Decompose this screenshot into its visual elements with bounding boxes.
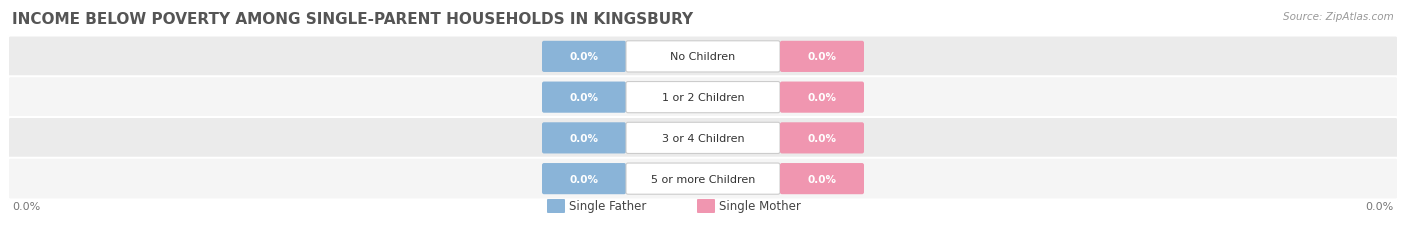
Text: Single Mother: Single Mother: [718, 200, 801, 213]
FancyBboxPatch shape: [780, 42, 865, 73]
FancyBboxPatch shape: [541, 82, 626, 113]
FancyBboxPatch shape: [547, 199, 565, 213]
Text: Source: ZipAtlas.com: Source: ZipAtlas.com: [1284, 12, 1393, 22]
Text: INCOME BELOW POVERTY AMONG SINGLE-PARENT HOUSEHOLDS IN KINGSBURY: INCOME BELOW POVERTY AMONG SINGLE-PARENT…: [13, 12, 693, 27]
FancyBboxPatch shape: [626, 42, 780, 73]
FancyBboxPatch shape: [626, 163, 780, 194]
FancyBboxPatch shape: [780, 82, 865, 113]
FancyBboxPatch shape: [541, 42, 626, 73]
FancyBboxPatch shape: [780, 123, 865, 154]
FancyBboxPatch shape: [541, 123, 626, 154]
Text: 1 or 2 Children: 1 or 2 Children: [662, 93, 744, 103]
Text: 0.0%: 0.0%: [1365, 201, 1393, 211]
Text: Single Father: Single Father: [569, 200, 647, 213]
Text: 0.0%: 0.0%: [569, 133, 599, 143]
Text: 0.0%: 0.0%: [569, 93, 599, 103]
FancyBboxPatch shape: [8, 36, 1398, 78]
Text: 3 or 4 Children: 3 or 4 Children: [662, 133, 744, 143]
FancyBboxPatch shape: [8, 158, 1398, 200]
Text: 0.0%: 0.0%: [807, 93, 837, 103]
FancyBboxPatch shape: [626, 123, 780, 154]
Text: 0.0%: 0.0%: [807, 133, 837, 143]
Text: 5 or more Children: 5 or more Children: [651, 174, 755, 184]
FancyBboxPatch shape: [8, 77, 1398, 119]
Text: 0.0%: 0.0%: [807, 174, 837, 184]
Text: 0.0%: 0.0%: [13, 201, 41, 211]
Text: No Children: No Children: [671, 52, 735, 62]
FancyBboxPatch shape: [697, 199, 716, 213]
FancyBboxPatch shape: [8, 118, 1398, 159]
FancyBboxPatch shape: [541, 163, 626, 194]
FancyBboxPatch shape: [780, 163, 865, 194]
Text: 0.0%: 0.0%: [569, 52, 599, 62]
Text: 0.0%: 0.0%: [569, 174, 599, 184]
FancyBboxPatch shape: [626, 82, 780, 113]
Text: 0.0%: 0.0%: [807, 52, 837, 62]
